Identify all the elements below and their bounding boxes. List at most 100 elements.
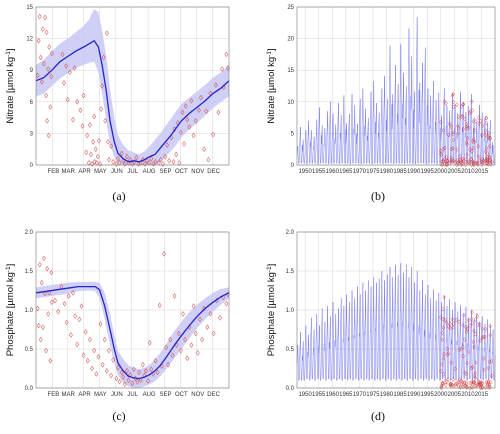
observation-point xyxy=(213,82,218,88)
observation-point xyxy=(153,159,158,165)
observation-point xyxy=(196,107,201,114)
observation-point xyxy=(456,157,460,163)
x-tick-label: 1955 xyxy=(312,392,326,398)
y-tick-label: 0 xyxy=(291,163,295,169)
observation-point xyxy=(439,119,443,125)
observation-point xyxy=(119,369,124,376)
observation-point xyxy=(457,378,461,384)
mean-line xyxy=(35,39,230,163)
y-tick-label: 12 xyxy=(26,37,33,43)
x-tick-label: 2005 xyxy=(448,392,462,398)
observation-point xyxy=(486,134,490,140)
observation-point xyxy=(457,377,462,383)
observation-point xyxy=(465,135,470,141)
observation-point xyxy=(167,158,172,164)
x-tick-label: OCT xyxy=(175,169,188,175)
observation-point xyxy=(446,132,451,138)
observation-point xyxy=(98,321,103,327)
x-tick-label: AUG xyxy=(143,392,156,398)
observation-point xyxy=(451,137,456,143)
observation-point xyxy=(461,126,466,132)
observation-point xyxy=(483,149,488,155)
y-tick-label: 15 xyxy=(287,68,294,74)
observation-point xyxy=(458,153,462,159)
observation-point xyxy=(450,382,455,388)
y-tick-label: 0.0 xyxy=(25,386,34,392)
x-tick-label: 1965 xyxy=(339,392,353,398)
observation-point xyxy=(122,161,127,167)
x-tick-label: 2015 xyxy=(475,169,489,175)
observation-point xyxy=(45,117,50,124)
observation-point xyxy=(471,145,475,151)
observation-point xyxy=(197,316,202,323)
observation-point xyxy=(86,160,91,166)
observation-point xyxy=(114,161,119,167)
observation-point xyxy=(130,161,135,167)
observation-point xyxy=(473,128,477,133)
time-series-line xyxy=(296,263,496,381)
observation-point xyxy=(489,379,493,385)
observation-point xyxy=(117,378,122,385)
observation-point xyxy=(477,115,481,121)
y-tick-label: 1.5 xyxy=(286,269,295,275)
observation-point xyxy=(41,61,46,67)
observation-point xyxy=(471,380,475,386)
observation-point xyxy=(481,334,485,340)
observation-point xyxy=(164,344,169,351)
observation-point xyxy=(81,352,86,359)
x-tick-label: 1995 xyxy=(421,392,435,398)
observation-point xyxy=(75,99,80,105)
observation-point xyxy=(468,146,472,152)
panel-caption: (d) xyxy=(371,409,385,423)
observation-point xyxy=(220,66,225,72)
observation-point xyxy=(466,326,470,332)
observation-point xyxy=(448,321,452,327)
observation-point xyxy=(484,120,489,126)
observation-point xyxy=(135,378,140,385)
observation-point xyxy=(453,366,457,372)
plot-frame xyxy=(35,6,230,166)
observation-point xyxy=(66,293,71,299)
observation-point xyxy=(208,311,213,317)
observation-point xyxy=(147,339,152,346)
plot-frame xyxy=(296,6,496,166)
observation-point xyxy=(205,324,210,330)
y-tick-label: 1.0 xyxy=(25,308,34,314)
observation-point xyxy=(193,330,198,337)
x-tick-label: 1990 xyxy=(407,169,421,175)
observation-point xyxy=(160,161,165,167)
x-tick-label: MAR xyxy=(62,169,76,175)
observation-point xyxy=(483,326,488,332)
observation-point xyxy=(125,368,129,374)
observation-point xyxy=(60,51,65,58)
observation-point xyxy=(140,156,145,163)
observation-point xyxy=(218,315,222,321)
observation-point xyxy=(146,378,151,384)
observation-point xyxy=(92,159,97,165)
observation-point xyxy=(473,331,477,337)
observation-point xyxy=(486,130,491,136)
observation-point xyxy=(463,370,467,376)
observation-point xyxy=(487,160,492,165)
observation-point xyxy=(461,353,465,359)
observation-point xyxy=(488,323,492,329)
observation-point xyxy=(104,368,109,374)
mean-line xyxy=(35,285,230,380)
y-tick-label: 0.5 xyxy=(25,347,34,353)
observation-point xyxy=(185,116,190,123)
observation-point xyxy=(479,118,483,124)
y-tick-label: 0 xyxy=(30,163,34,169)
observation-point xyxy=(90,365,94,372)
observation-point xyxy=(79,303,84,309)
observation-point xyxy=(464,140,469,145)
x-tick-label: MAR xyxy=(62,392,76,398)
observation-point xyxy=(451,377,455,383)
y-axis-label: Phosphate [µmol kg-1] xyxy=(266,264,277,357)
observation-point xyxy=(444,100,448,106)
observation-point xyxy=(442,351,446,357)
observation-point xyxy=(472,379,476,385)
observation-point xyxy=(189,97,194,104)
observation-point xyxy=(216,109,221,116)
observation-point xyxy=(211,131,216,138)
observation-point xyxy=(46,66,51,72)
